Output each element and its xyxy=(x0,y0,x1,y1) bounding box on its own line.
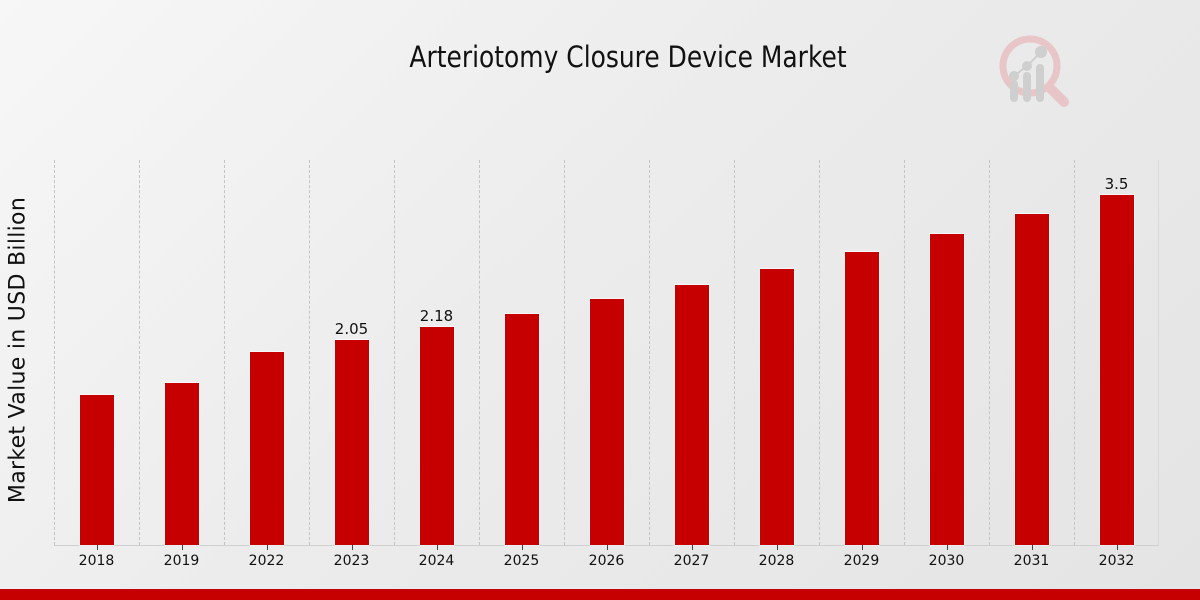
bar-2025[interactable] xyxy=(504,314,539,545)
x-tick xyxy=(946,545,948,550)
bar-2019[interactable] xyxy=(164,383,199,545)
x-tick xyxy=(776,545,778,550)
x-tick-label: 2029 xyxy=(843,553,880,569)
gridline xyxy=(1074,160,1075,545)
y-axis-label: Market Value in USD Billion xyxy=(5,196,31,504)
gridline xyxy=(649,160,650,545)
gridline xyxy=(309,160,310,545)
gridline xyxy=(989,160,990,545)
bar-2027[interactable] xyxy=(674,285,709,545)
x-tick xyxy=(861,545,863,550)
x-tick xyxy=(96,545,98,550)
x-tick xyxy=(521,545,523,550)
x-tick xyxy=(1116,545,1118,550)
x-tick-label: 2027 xyxy=(673,553,710,569)
gridline xyxy=(139,160,140,545)
bar-2022[interactable] xyxy=(249,352,284,545)
x-tick xyxy=(436,545,438,550)
bar-2023[interactable] xyxy=(334,340,369,545)
bar-2030[interactable] xyxy=(929,234,964,545)
gridline xyxy=(564,160,565,545)
x-tick xyxy=(1031,545,1033,550)
bar-2028[interactable] xyxy=(759,269,794,545)
bar-2029[interactable] xyxy=(844,252,879,545)
x-tick xyxy=(266,545,268,550)
x-tick xyxy=(691,545,693,550)
footer-bar xyxy=(0,589,1200,600)
data-label-2024: 2.18 xyxy=(419,307,454,325)
bar-2018[interactable] xyxy=(79,395,114,545)
gridline xyxy=(904,160,905,545)
x-tick-label: 2025 xyxy=(503,553,540,569)
gridline xyxy=(819,160,820,545)
x-tick-label: 2032 xyxy=(1098,553,1135,569)
gridline xyxy=(734,160,735,545)
x-tick xyxy=(351,545,353,550)
magnifier-chart-logo-icon xyxy=(999,35,1069,107)
x-tick-label: 2018 xyxy=(78,553,115,569)
x-tick-label: 2031 xyxy=(1013,553,1050,569)
bar-2026[interactable] xyxy=(589,299,624,545)
x-tick-label: 2023 xyxy=(333,553,370,569)
x-tick-label: 2022 xyxy=(248,553,285,569)
x-tick-label: 2024 xyxy=(418,553,455,569)
chart-title: Arteriotomy Closure Device Market xyxy=(409,40,847,74)
x-tick-label: 2026 xyxy=(588,553,625,569)
bar-2032[interactable] xyxy=(1099,195,1134,545)
x-tick-label: 2019 xyxy=(163,553,200,569)
x-tick xyxy=(181,545,183,550)
gridline xyxy=(224,160,225,545)
gridline xyxy=(54,160,55,545)
x-tick-label: 2030 xyxy=(928,553,965,569)
data-label-2032: 3.5 xyxy=(1104,175,1129,193)
plot-right-border xyxy=(1158,160,1159,545)
x-tick xyxy=(606,545,608,550)
bar-2024[interactable] xyxy=(419,327,454,545)
plot-area: 2018 2019 2022 2.05 2023 2.18 2024 2025 2026 2027… xyxy=(54,160,1159,569)
x-tick-label: 2028 xyxy=(758,553,795,569)
data-label-2023: 2.05 xyxy=(334,320,369,338)
gridline xyxy=(394,160,395,545)
bar-2031[interactable] xyxy=(1014,214,1049,545)
gridline xyxy=(479,160,480,545)
